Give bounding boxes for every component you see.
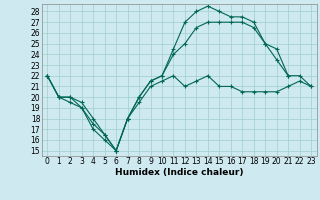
X-axis label: Humidex (Indice chaleur): Humidex (Indice chaleur) bbox=[115, 168, 244, 177]
